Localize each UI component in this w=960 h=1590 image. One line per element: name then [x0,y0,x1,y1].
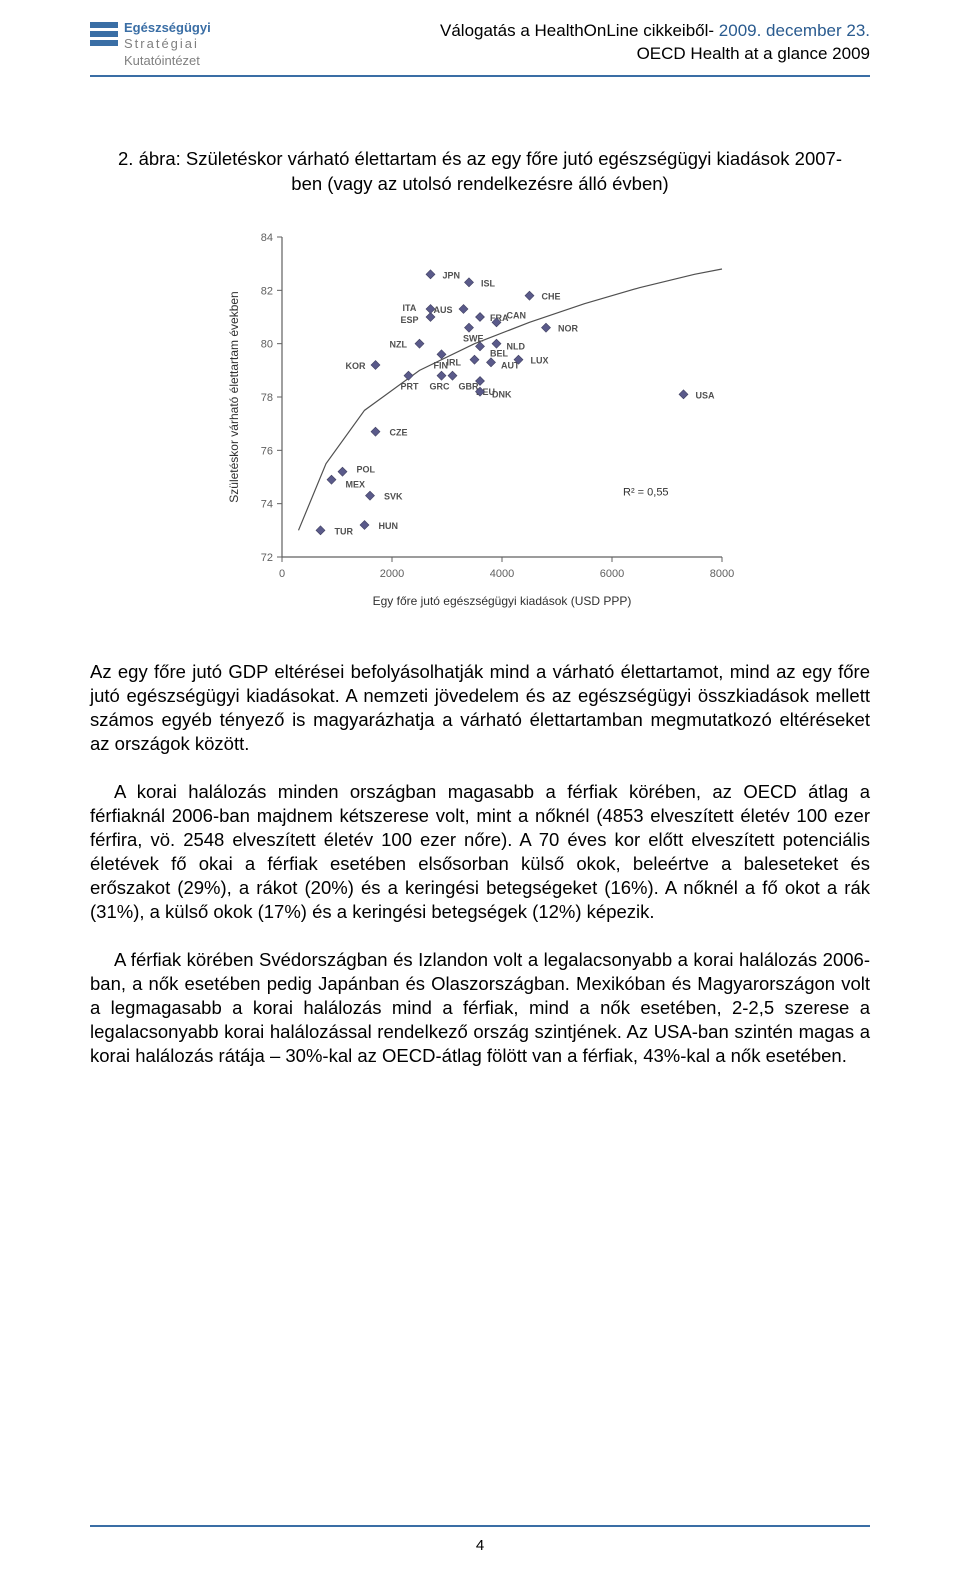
scatter-chart: 72 74 76 78 80 82 84 0 2000 4000 6000 8000 Egy főre … [220,225,740,620]
svg-text:GRC: GRC [430,381,451,391]
svg-text:AUS: AUS [434,305,453,315]
svg-text:2000: 2000 [380,568,404,580]
svg-text:8000: 8000 [710,568,734,580]
svg-text:74: 74 [261,498,273,510]
svg-text:0: 0 [279,568,285,580]
svg-text:82: 82 [261,285,273,297]
svg-text:USA: USA [696,390,716,400]
svg-text:6000: 6000 [600,568,624,580]
page-number: 4 [476,1537,484,1554]
logo-line-3: Kutatóintézet [124,53,211,69]
org-logo: Egészségügyi Stratégiai Kutatóintézet [90,20,211,69]
header-date: 2009. december 23. [719,21,870,40]
svg-text:NZL: NZL [390,339,408,349]
svg-text:SWE: SWE [463,333,484,343]
svg-text:NLD: NLD [507,341,526,351]
svg-text:LUX: LUX [531,355,549,365]
page-header: Egészségügyi Stratégiai Kutatóintézet Vá… [90,20,870,77]
chart-svg: 72 74 76 78 80 82 84 0 2000 4000 6000 8000 Egy főre … [220,225,740,615]
svg-text:R² = 0,55: R² = 0,55 [623,486,669,498]
svg-text:PRT: PRT [401,381,420,391]
svg-text:NOR: NOR [558,323,579,333]
paragraph-2: A korai halálozás minden országban magas… [90,780,870,924]
svg-text:Egy főre jutó egészségügyi kia: Egy főre jutó egészségügyi kiadások (USD… [373,594,632,608]
svg-text:84: 84 [261,232,273,244]
svg-text:IRL: IRL [447,357,462,367]
logo-line-2: Stratégiai [124,36,211,52]
svg-text:78: 78 [261,392,273,404]
header-right: Válogatás a HealthOnLine cikkeiből- 2009… [440,20,870,66]
svg-text:HUN: HUN [379,521,399,531]
svg-text:72: 72 [261,552,273,564]
header-subtitle: OECD Health at a glance 2009 [440,43,870,66]
svg-text:SVK: SVK [384,491,403,501]
svg-text:KOR: KOR [346,361,367,371]
svg-text:ISL: ISL [481,278,496,288]
svg-text:4000: 4000 [490,568,514,580]
header-source-prefix: Válogatás a HealthOnLine cikkeiből- [440,21,719,40]
logo-bars-icon [90,22,118,46]
svg-text:CAN: CAN [507,310,527,320]
svg-text:CZE: CZE [390,427,408,437]
svg-text:MEX: MEX [346,479,366,489]
body-text: Az egy főre jutó GDP eltérései befolyáso… [90,660,870,1069]
svg-text:76: 76 [261,445,273,457]
svg-text:JPN: JPN [443,270,461,280]
svg-text:CHE: CHE [542,291,561,301]
svg-text:80: 80 [261,338,273,350]
logo-line-1: Egészségügyi [124,20,211,36]
figure-title: 2. ábra: Születéskor várható élettartam … [110,147,850,197]
logo-text: Egészségügyi Stratégiai Kutatóintézet [124,20,211,69]
svg-text:POL: POL [357,464,376,474]
svg-text:ESP: ESP [401,315,419,325]
paragraph-1: Az egy főre jutó GDP eltérései befolyáso… [90,660,870,756]
svg-text:ITA: ITA [403,303,417,313]
svg-text:Születéskor várható élettartam: Születéskor várható élettartam években [227,291,241,502]
svg-text:DNK: DNK [492,389,512,399]
page-footer: 4 [90,1525,870,1554]
paragraph-3: A férfiak körében Svédországban és Izlan… [90,948,870,1068]
svg-text:TUR: TUR [335,526,354,536]
